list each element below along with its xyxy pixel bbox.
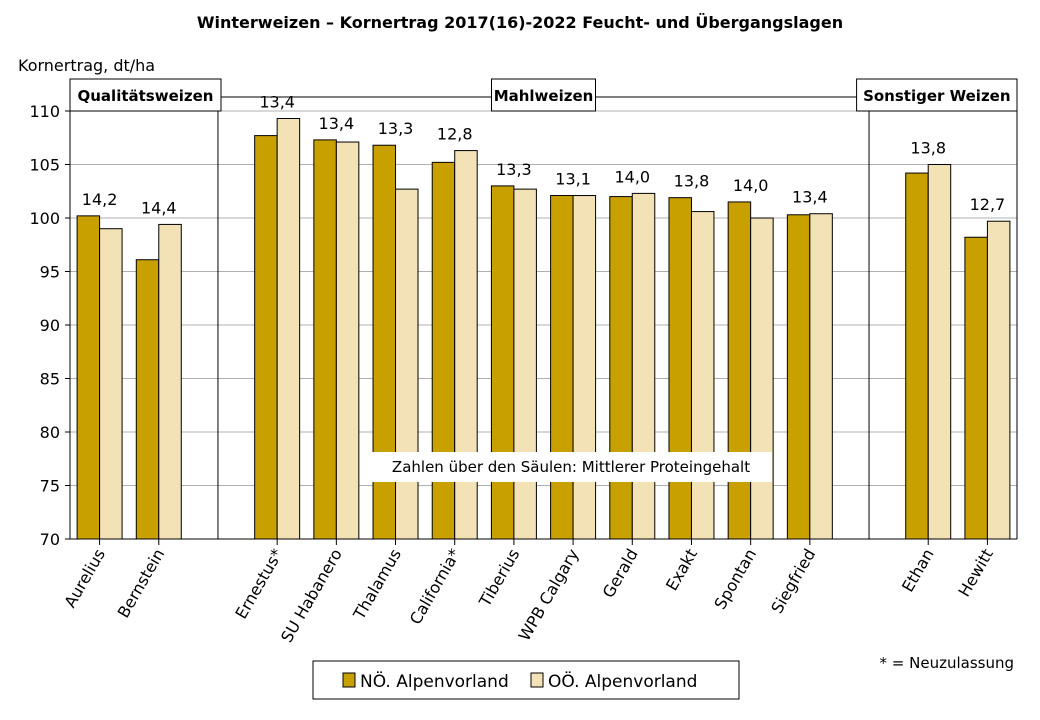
data-label: 12,8 xyxy=(437,125,473,144)
legend-label: OÖ. Alpenvorland xyxy=(548,670,697,692)
y-tick-label: 100 xyxy=(29,209,60,228)
annotation-text: Zahlen über den Säulen: Mittlerer Protei… xyxy=(392,458,750,476)
data-label: 13,4 xyxy=(259,92,295,111)
y-tick-label: 75 xyxy=(40,477,60,496)
bar xyxy=(550,195,574,540)
bar xyxy=(668,197,692,540)
data-labels: 14,2 14,4 13,4 13,4 13,3 12,8 13,3 13,1 14,0 13,8… xyxy=(82,92,1005,217)
group-header-label: Mahlweizen xyxy=(494,87,594,105)
x-tick-label: Ethan xyxy=(898,546,938,596)
x-tick-label: Bernstein xyxy=(114,546,169,622)
bar xyxy=(964,236,988,540)
bar xyxy=(786,214,811,540)
y-tick-label: 90 xyxy=(40,316,60,335)
y-tick-label: 110 xyxy=(29,102,60,121)
data-label: 13,4 xyxy=(792,188,828,207)
data-label: 13,8 xyxy=(910,139,946,158)
bar xyxy=(76,215,101,540)
y-tick-label: 105 xyxy=(29,156,60,175)
bar xyxy=(690,211,715,540)
y-tick-label: 70 xyxy=(40,530,60,549)
bar xyxy=(254,135,278,540)
x-tick-label: Aurelius xyxy=(60,546,109,611)
bar xyxy=(490,185,515,540)
legend-swatch xyxy=(530,672,544,688)
data-label: 14,0 xyxy=(614,167,650,186)
data-label: 13,3 xyxy=(496,160,532,179)
bar xyxy=(395,188,419,540)
data-label: 13,8 xyxy=(674,172,710,191)
x-tick-label: California* xyxy=(406,546,464,628)
x-tick-label: Spontan xyxy=(710,546,760,613)
x-tick-label: Hewitt xyxy=(954,546,996,600)
group-headers: Qualitätsweizen Mahlweizen Sonstiger Weize… xyxy=(69,78,1018,539)
group-header-label: Sonstiger Weizen xyxy=(863,87,1010,105)
y-tick-label: 85 xyxy=(40,370,60,389)
y-tick-label: 95 xyxy=(40,263,60,282)
legend-box xyxy=(312,660,740,700)
chart-title: Winterweizen – Kornertrag 2017(16)-2022 … xyxy=(197,13,843,32)
gridlines xyxy=(70,110,1017,486)
data-label: 13,4 xyxy=(319,114,355,133)
x-tick-label: Siegfried xyxy=(767,546,819,617)
data-label: 12,7 xyxy=(970,195,1006,214)
data-label: 13,1 xyxy=(555,170,591,189)
bar xyxy=(609,196,633,540)
bar xyxy=(809,213,833,540)
x-tick-label: Exakt xyxy=(662,546,701,594)
legend: NÖ. Alpenvorland OÖ. Alpenvorland xyxy=(312,660,740,700)
bar xyxy=(513,188,537,540)
y-tick-label: 80 xyxy=(40,423,60,442)
data-label: 13,3 xyxy=(378,119,414,138)
bar xyxy=(750,217,774,540)
x-tick-label: WPB Calgary xyxy=(515,546,583,645)
bar xyxy=(927,164,952,540)
bar xyxy=(986,220,1011,540)
bar xyxy=(276,117,301,540)
bar xyxy=(313,139,337,540)
footnote: * = Neuzulassung xyxy=(880,654,1014,672)
legend-swatch xyxy=(342,672,356,688)
bar xyxy=(431,161,456,540)
bar xyxy=(727,201,752,540)
x-tick-label: Gerald xyxy=(599,546,642,602)
bar xyxy=(905,172,929,540)
legend-label: NÖ. Alpenvorland xyxy=(360,670,509,692)
data-label: 14,2 xyxy=(82,190,118,209)
bar xyxy=(158,223,182,540)
x-tick-label: SU Habanero xyxy=(277,546,346,646)
group-header-box xyxy=(856,78,1018,112)
data-label: 14,4 xyxy=(141,198,177,217)
bar xyxy=(99,228,123,540)
x-tick-label: Tiberius xyxy=(475,546,524,611)
bar xyxy=(135,259,160,540)
x-tick-label: Thalamus xyxy=(349,546,405,624)
data-label: 14,0 xyxy=(733,176,769,195)
group-header-box xyxy=(491,78,596,112)
group-header-label: Qualitätsweizen xyxy=(78,87,214,105)
bar xyxy=(631,192,656,540)
bar xyxy=(335,141,360,540)
x-tick-label: Ernestus* xyxy=(231,546,286,623)
bar xyxy=(572,195,597,540)
group-header-box xyxy=(69,78,222,112)
y-axis-label: Kornertrag, dt/ha xyxy=(18,56,155,75)
annotation-box: Zahlen über den Säulen: Mittlerer Protei… xyxy=(370,452,772,482)
annotation-background xyxy=(370,452,772,482)
